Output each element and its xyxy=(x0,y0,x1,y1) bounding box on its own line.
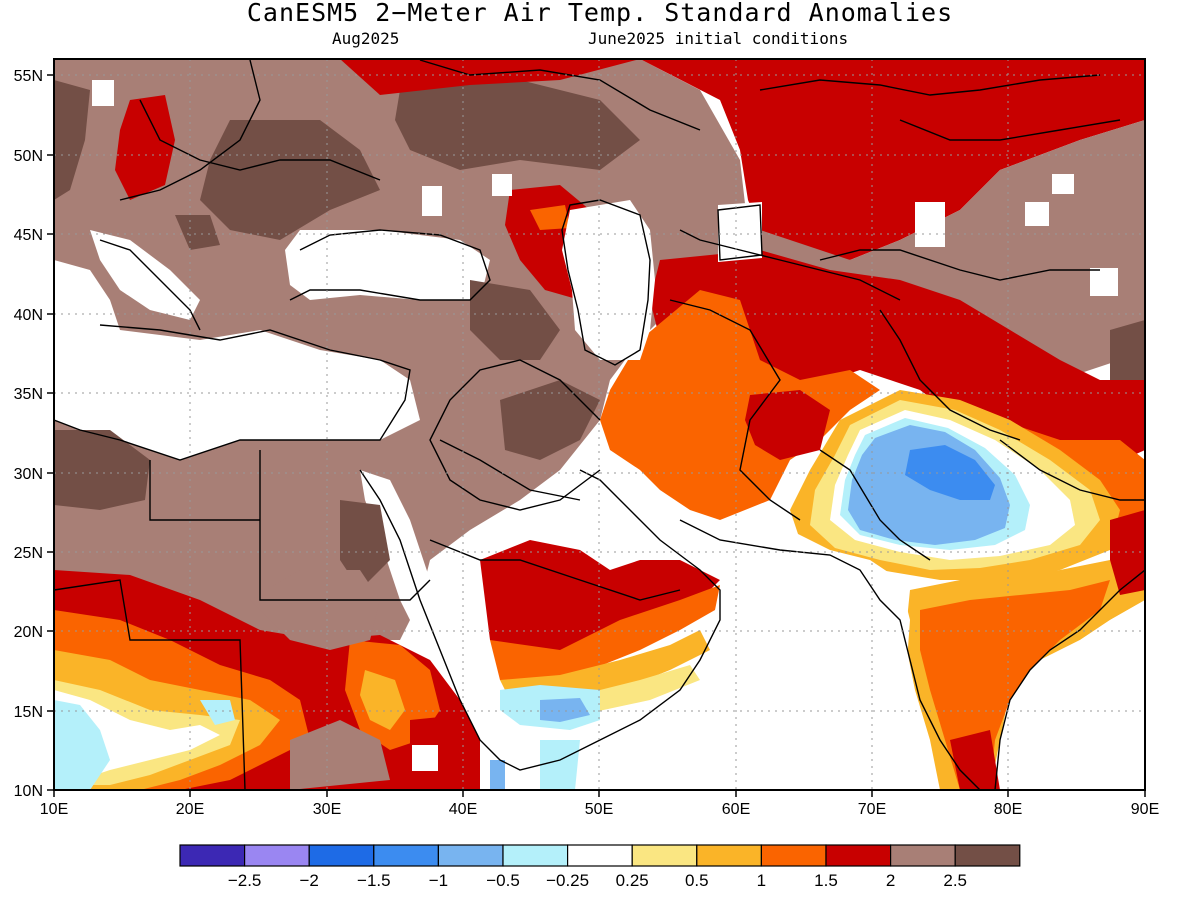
lon-labels: 10E 20E 30E 40E 50E 60E 70E 80E 90E xyxy=(40,801,1159,818)
axis-ticks xyxy=(47,74,1146,797)
lat-tick-label: 40N xyxy=(14,307,43,324)
colorbar-swatch xyxy=(437,844,504,867)
colorbar-swatch xyxy=(308,844,375,867)
colorbar-label: 1 xyxy=(757,871,766,890)
colorbar-label: 2.5 xyxy=(943,871,967,890)
lon-tick-label: 50E xyxy=(585,801,613,818)
lon-tick-label: 10E xyxy=(40,801,68,818)
colorbar-swatch xyxy=(889,844,956,867)
forecast-month: Aug2025 xyxy=(332,29,400,48)
lon-tick-label: 20E xyxy=(176,801,204,818)
lat-tick-label: 15N xyxy=(14,704,43,721)
lat-tick-label: 55N xyxy=(14,68,43,85)
colorbar-swatch xyxy=(373,844,439,867)
colorbar-label: 1.5 xyxy=(814,871,838,890)
colorbar-label: −0.5 xyxy=(486,871,520,890)
colorbar-label: −0.25 xyxy=(546,871,589,890)
colorbar-swatch xyxy=(760,844,827,867)
lat-tick-label: 25N xyxy=(14,545,43,562)
lon-tick-label: 70E xyxy=(858,801,886,818)
lon-tick-label: 90E xyxy=(1131,801,1159,818)
colorbar: −2.5 −2 −1.5 −1 −0.5 −0.25 0.25 0.5 1 1.5 2 2.5 xyxy=(179,844,1021,890)
colorbar-label: −1 xyxy=(429,871,448,890)
colorbar-swatch xyxy=(696,844,762,867)
colorbar-label: −2 xyxy=(300,871,319,890)
colorbar-swatch xyxy=(954,844,1021,867)
colorbar-swatch xyxy=(566,844,633,867)
gridlines xyxy=(54,59,1145,790)
lat-tick-label: 45N xyxy=(14,227,43,244)
lon-tick-label: 60E xyxy=(722,801,750,818)
lat-labels: 10N 15N 20N 25N 30N 35N 40N 45N 50N 55N xyxy=(14,68,43,800)
lon-tick-label: 80E xyxy=(994,801,1022,818)
lat-tick-label: 30N xyxy=(14,466,43,483)
colorbar-label: 2 xyxy=(886,871,895,890)
page-title: CanESM5 2−Meter Air Temp. Standard Anoma… xyxy=(246,0,954,27)
lat-tick-label: 50N xyxy=(14,148,43,165)
lat-tick-label: 10N xyxy=(14,783,43,800)
colorbar-swatch xyxy=(631,844,698,867)
initial-conditions: June2025 initial conditions xyxy=(588,29,849,48)
colorbar-swatch xyxy=(244,844,310,867)
lon-tick-label: 30E xyxy=(313,801,341,818)
colorbar-label: 0.5 xyxy=(685,871,709,890)
colorbar-swatch xyxy=(825,844,892,867)
coastlines xyxy=(54,59,1145,790)
anomaly-field xyxy=(54,59,1145,790)
lon-tick-label: 40E xyxy=(449,801,477,818)
colorbar-label: −2.5 xyxy=(228,871,262,890)
lat-tick-label: 20N xyxy=(14,624,43,641)
colorbar-label: 0.25 xyxy=(616,871,649,890)
colorbar-swatch xyxy=(179,844,246,867)
colorbar-swatch xyxy=(502,844,569,867)
colorbar-label: −1.5 xyxy=(357,871,391,890)
lat-tick-label: 35N xyxy=(14,386,43,403)
